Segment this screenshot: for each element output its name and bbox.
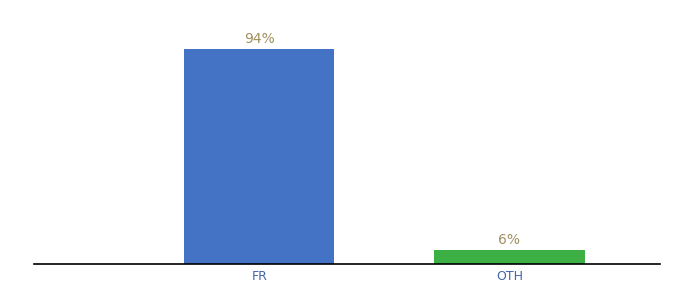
Bar bbox=[435, 250, 585, 264]
Bar bbox=[184, 49, 335, 264]
Text: 6%: 6% bbox=[498, 233, 520, 247]
Text: 94%: 94% bbox=[244, 32, 275, 46]
